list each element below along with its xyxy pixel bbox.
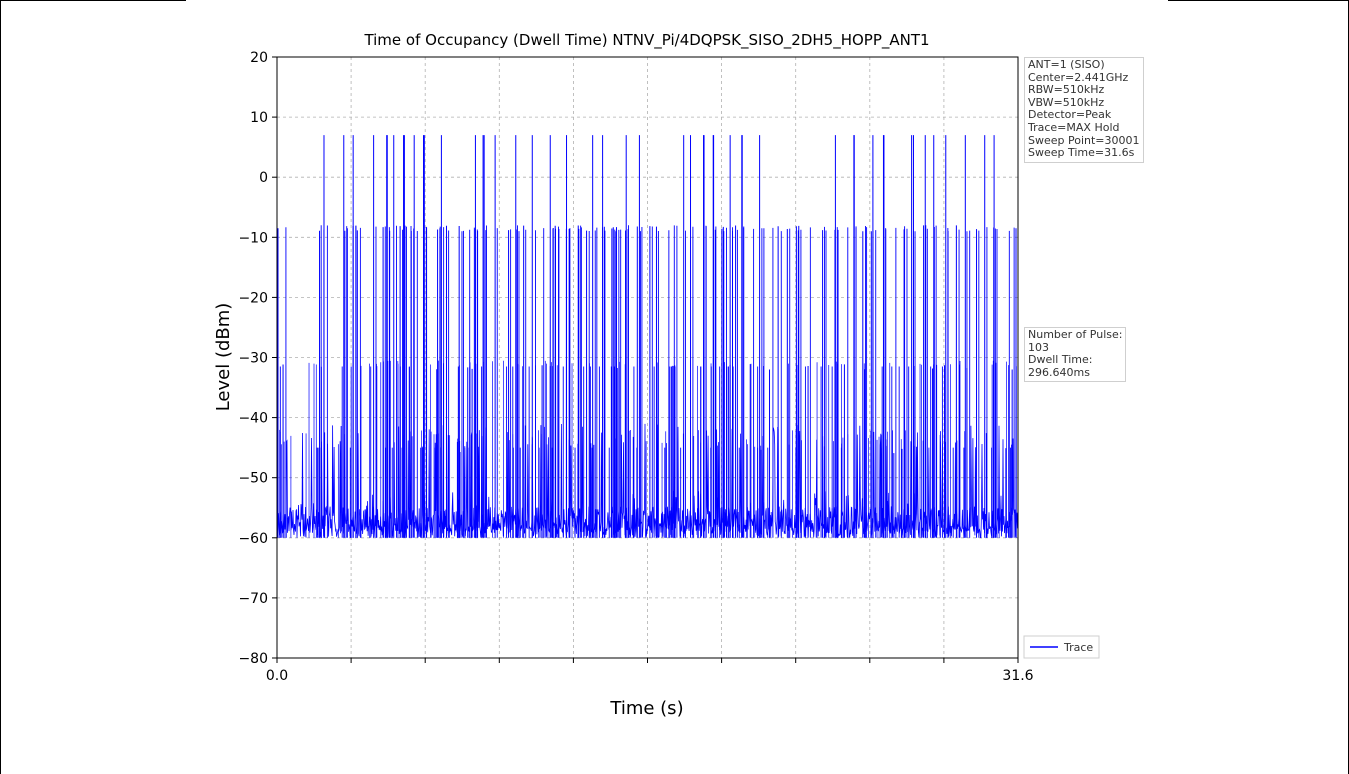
x-axis-label: Time (s) [609, 698, 683, 719]
y-axis: 20 10 0 −10 −20 −30 −40 −50 −60 −70 −80 [238, 50, 277, 667]
y-tick-label: −30 [238, 351, 268, 367]
y-tick-label: −60 [238, 531, 268, 547]
info-line: Center=2.441GHz [1028, 70, 1129, 84]
y-tick-label: −20 [238, 290, 268, 306]
result-line: Dwell Time: [1028, 353, 1093, 367]
info-line: Trace=MAX Hold [1028, 120, 1120, 134]
x-axis: 0.0 31.6 [266, 658, 1034, 684]
x-tick-label: 0.0 [266, 668, 288, 684]
info-line: Sweep Point=30001 [1028, 133, 1140, 147]
frame-top-right-line [1168, 0, 1349, 1]
chart-title: Time of Occupancy (Dwell Time) NTNV_Pi/4… [363, 31, 929, 50]
y-tick-label: 0 [259, 170, 268, 186]
result-line: 296.640ms [1028, 365, 1090, 379]
y-tick-label: −70 [238, 591, 268, 607]
legend: Trace [1023, 635, 1100, 659]
grid-lines [277, 57, 1018, 658]
y-axis-label: Level (dBm) [213, 303, 234, 412]
y-tick-label: 20 [250, 50, 268, 66]
info-line: ANT=1 (SISO) [1028, 58, 1105, 71]
dwell-result-box: Number of Pulse: 103 Dwell Time: 296.640… [1024, 327, 1127, 383]
frame-top-left-line [0, 0, 186, 1]
y-tick-label: −40 [238, 411, 268, 427]
trace-series [276, 135, 1019, 539]
frame-left-line [0, 0, 1, 774]
x-tick-label: 31.6 [1002, 668, 1033, 684]
info-line: Detector=Peak [1028, 108, 1112, 122]
info-line: Sweep Time=31.6s [1028, 146, 1135, 160]
measurement-settings-box: ANT=1 (SISO) Center=2.441GHz RBW=510kHz … [1024, 57, 1144, 163]
y-tick-label: −80 [238, 651, 268, 667]
info-line: RBW=510kHz [1028, 83, 1105, 97]
y-tick-label: 10 [250, 110, 268, 126]
result-line: Number of Pulse: [1028, 328, 1123, 341]
info-line: VBW=510kHz [1028, 95, 1105, 109]
legend-box [1023, 635, 1100, 659]
legend-trace-label: Trace [1063, 641, 1093, 654]
y-tick-label: −10 [238, 230, 268, 246]
y-tick-label: −50 [238, 471, 268, 487]
result-line: 103 [1028, 340, 1049, 354]
